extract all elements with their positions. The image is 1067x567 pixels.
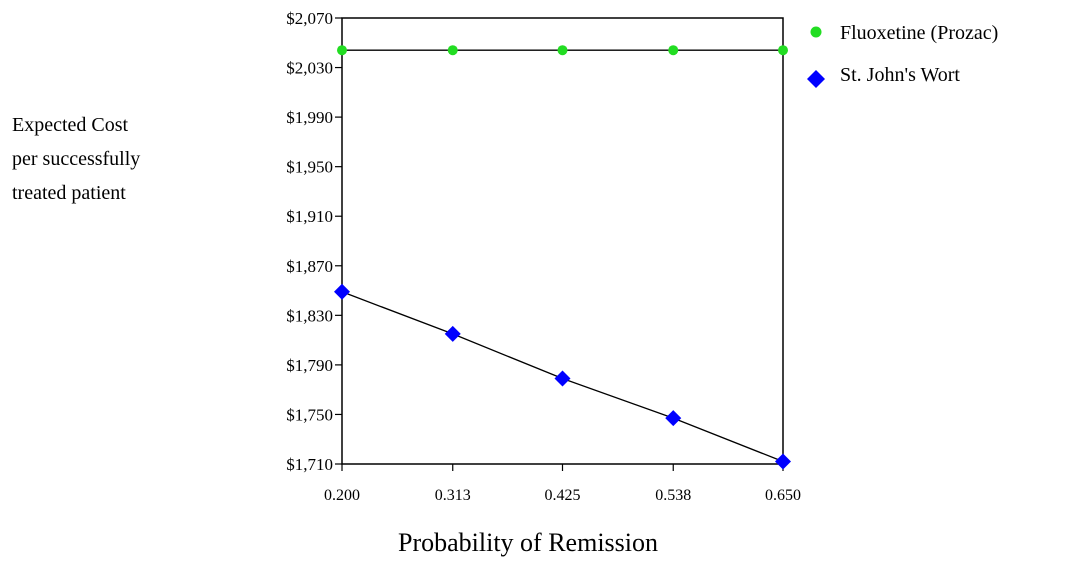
st-johns-wort-point <box>775 453 791 470</box>
y-axis-label-line-1: Expected Cost <box>12 114 129 136</box>
st-johns-wort-point <box>665 410 682 427</box>
y-tick-label: $2,070 <box>286 9 333 28</box>
y-tick-label: $1,870 <box>286 257 333 276</box>
y-axis-label-line-2: per successfully <box>12 148 141 170</box>
y-axis-label: Expected Cost per successfully treated p… <box>12 108 140 210</box>
y-axis: $2,070 $2,030 $1,990 $1,950 $1,910 $1,870 $1,8… <box>286 9 342 474</box>
plot-area-frame <box>341 17 784 465</box>
x-tick-label: 0.650 <box>765 487 801 504</box>
x-tick-label: 0.313 <box>435 487 471 504</box>
y-tick-label: $1,710 <box>286 455 333 474</box>
x-tick-label: 0.425 <box>545 487 581 504</box>
st-johns-wort-point <box>334 283 350 300</box>
fluoxetine-point <box>447 45 458 56</box>
y-tick-label: $1,910 <box>286 207 333 226</box>
y-tick-label: $1,830 <box>286 306 333 325</box>
y-tick-label: $2,030 <box>286 59 333 78</box>
y-tick-label: $1,950 <box>286 158 333 177</box>
st-johns-wort-point <box>554 370 571 387</box>
st-johns-wort-point <box>444 325 461 342</box>
fluoxetine-point <box>778 45 788 56</box>
y-tick-label: $1,990 <box>286 108 333 127</box>
legend-label-st-johns-wort: St. John's Wort <box>840 64 960 86</box>
fluoxetine-point <box>557 45 568 56</box>
legend-marker-circle <box>810 26 822 38</box>
x-tick-label: 0.200 <box>324 487 360 504</box>
y-axis-label-line-3: treated patient <box>12 182 126 204</box>
y-tick-label: $1,790 <box>286 356 333 375</box>
legend-label-fluoxetine: Fluoxetine (Prozac) <box>840 22 999 44</box>
fluoxetine-point <box>668 45 679 56</box>
fluoxetine-point <box>337 45 347 56</box>
x-axis-label: Probability of Remission <box>398 528 658 557</box>
x-tick-label: 0.538 <box>655 487 691 504</box>
y-tick-label: $1,750 <box>286 405 333 424</box>
x-axis: 0.200 0.313 0.425 0.538 0.650 <box>324 464 801 504</box>
series-layer <box>334 45 791 470</box>
legend-marker-diamond <box>807 70 825 88</box>
